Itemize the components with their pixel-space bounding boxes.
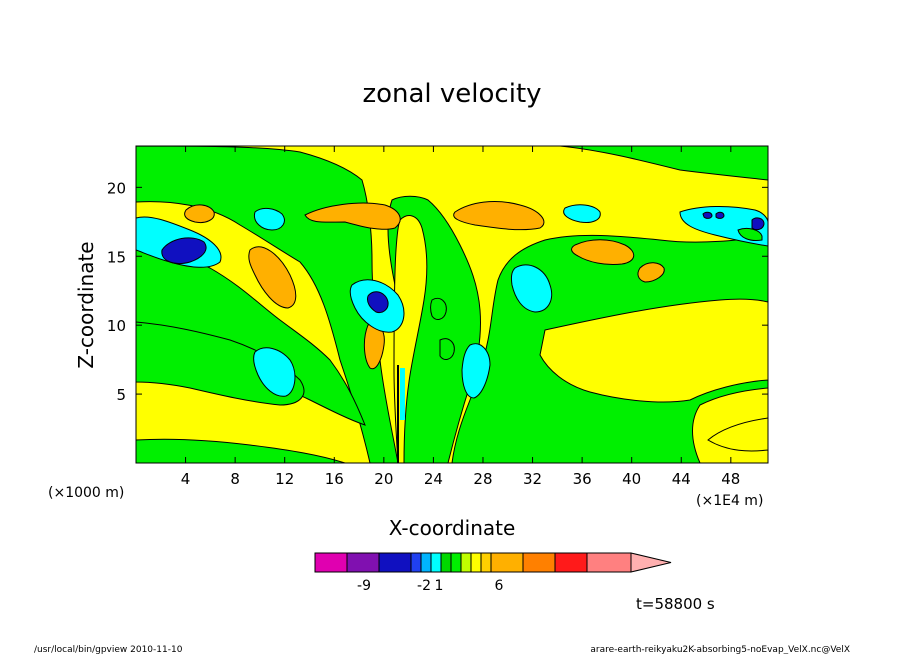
chart-title: zonal velocity (362, 79, 541, 109)
cyan-region-right (510, 264, 553, 313)
colorbar-swatch (430, 552, 442, 573)
x-unit-left: (×1000 m) (48, 485, 124, 501)
cyan-region-left-low (253, 347, 296, 397)
yellow-region-right-mid (539, 298, 768, 403)
blue-core-far-right (751, 217, 765, 231)
green-blob-center-a (430, 297, 447, 320)
colorbar-swatch (460, 552, 472, 573)
plot-frame (135, 145, 769, 464)
x-axis-ticks: 4 8 12 16 20 24 28 32 36 40 44 48 (181, 146, 740, 488)
x-tick-label: 12 (275, 470, 294, 488)
y-tick-label: 20 (107, 179, 126, 197)
colorbar-label: 1 (435, 578, 444, 594)
x-tick-label: 20 (374, 470, 393, 488)
colorbar-swatch (480, 552, 492, 573)
green-blob-center-b (439, 338, 455, 360)
blue-core-right-b (715, 211, 725, 219)
x-tick-label: 8 (230, 470, 240, 488)
x-tick-label: 4 (181, 470, 191, 488)
colorbar-extend-arrow (630, 552, 672, 573)
orange-region-right (571, 239, 635, 265)
colorbar-swatch (314, 552, 348, 573)
colorbar-swatch (410, 552, 422, 573)
orange-region-upper-left (184, 204, 215, 223)
y-axis-ticks: 5 10 15 20 (107, 179, 768, 404)
x-tick-label: 32 (523, 470, 542, 488)
blue-core-right-a (702, 211, 713, 219)
colorbar-swatch (522, 552, 556, 573)
y-tick-label: 5 (116, 386, 126, 404)
x-tick-label: 36 (573, 470, 592, 488)
x-axis-label: X-coordinate (389, 516, 516, 540)
colorbar-label: -9 (357, 578, 371, 594)
colorbar-swatch (378, 552, 412, 573)
orange-region-top-center (304, 202, 401, 230)
colorbar-swatch (586, 552, 632, 573)
green-region-top-right (559, 146, 768, 181)
x-unit-right: (×1E4 m) (696, 493, 763, 509)
x-tick-label: 28 (473, 470, 492, 488)
colorbar (314, 552, 672, 573)
x-tick-label: 44 (672, 470, 691, 488)
green-blob-far-right (737, 227, 763, 241)
cyan-region-top-right (563, 204, 601, 223)
time-label: t=58800 s (636, 595, 715, 613)
cyan-region-upper-left (253, 207, 285, 231)
footer-right: arare-earth-reikyaku2K-absorbing5-noEvap… (590, 645, 850, 654)
colorbar-swatch (554, 552, 588, 573)
footer-left: /usr/local/bin/gpview 2010-11-10 (34, 645, 183, 654)
colorbar-swatch (470, 552, 482, 573)
y-tick-label: 15 (107, 248, 126, 266)
colorbar-label: 6 (495, 578, 504, 594)
blue-core-center (367, 291, 389, 313)
y-axis-label: Z-coordinate (74, 241, 98, 368)
yellow-region-right-bottom (707, 417, 768, 452)
orange-region-top-right (453, 200, 545, 231)
x-tick-label: 24 (424, 470, 443, 488)
center-cyan-stripe (400, 368, 405, 420)
blue-core-left (161, 237, 207, 264)
contour-field (136, 146, 768, 463)
green-region-bottom-left (136, 438, 346, 463)
colorbar-swatch (440, 552, 452, 573)
cyan-region-center-right (461, 343, 491, 399)
colorbar-swatch (420, 552, 432, 573)
colorbar-labels: -9 -2 1 6 (357, 578, 504, 594)
orange-region-far-right (637, 262, 665, 283)
y-tick-label: 10 (107, 317, 126, 335)
colorbar-label: -2 (417, 578, 431, 594)
colorbar-swatch (346, 552, 380, 573)
colorbar-swatch (450, 552, 462, 573)
x-tick-label: 16 (325, 470, 344, 488)
orange-region-left (248, 246, 297, 309)
green-region-left-band (136, 321, 305, 406)
x-tick-label: 48 (721, 470, 740, 488)
green-region-top-left (136, 146, 399, 463)
x-tick-label: 40 (622, 470, 641, 488)
colorbar-swatch (490, 552, 524, 573)
